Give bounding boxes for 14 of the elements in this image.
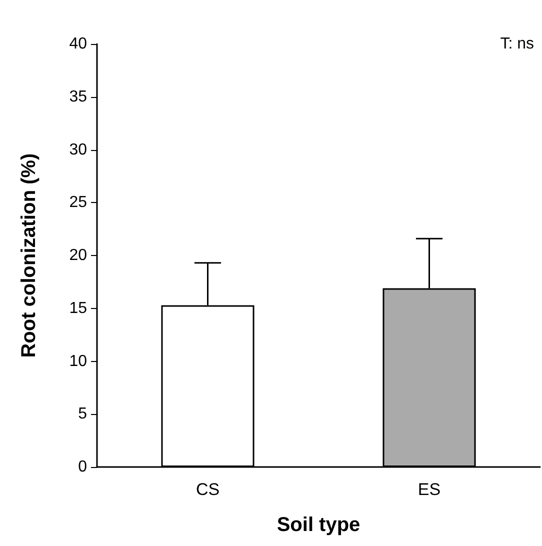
annotation: T: ns [500, 36, 534, 52]
y-tick-label: 30 [69, 141, 88, 158]
y-tick-label: 20 [69, 247, 88, 264]
x-tick-label: CS [196, 480, 220, 499]
y-tick-label: 5 [78, 406, 88, 423]
y-tick-label: 10 [69, 352, 88, 370]
y-tick-label: 25 [69, 194, 88, 212]
y-tick-label: 0 [78, 458, 88, 476]
y-tick-label: 15 [69, 300, 88, 317]
y-axis-title: Root colonization (%) [18, 153, 40, 358]
x-tick-label: ES [418, 480, 441, 499]
y-tick-label: 35 [69, 88, 88, 106]
x-axis-title: Soil type [276, 514, 360, 536]
y-tick-label: 40 [69, 36, 88, 52]
